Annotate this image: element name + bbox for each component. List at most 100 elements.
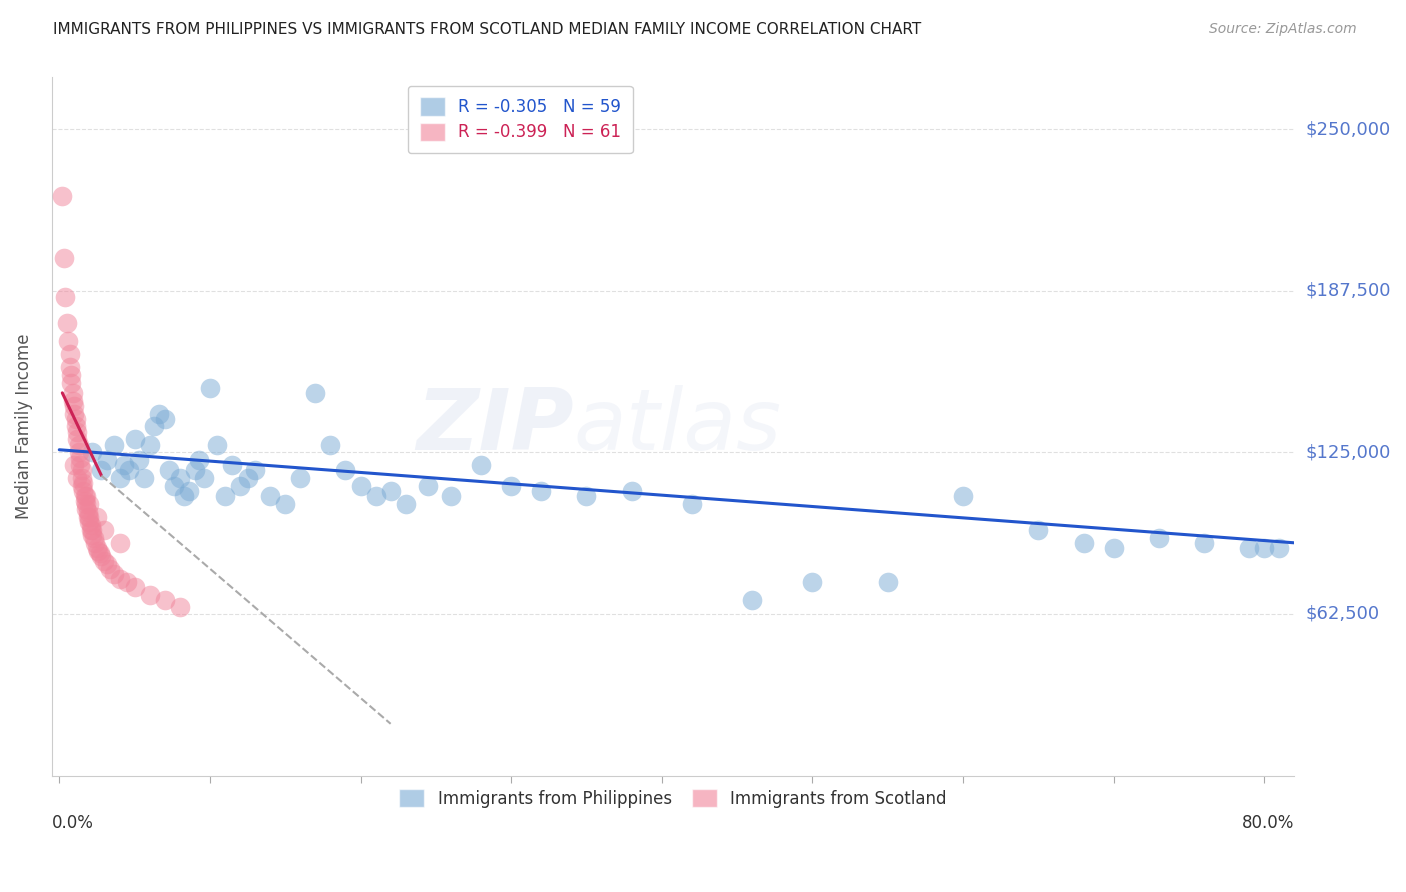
Point [117,463,139,477]
Point [259,489,281,503]
Point [69,458,91,473]
Point [84,536,107,550]
Point [1237,541,1260,555]
Point [62,385,84,400]
Point [79,515,101,529]
Point [128,453,150,467]
Point [395,497,418,511]
Point [157,463,180,477]
Point [103,566,125,581]
Point [138,588,160,602]
Point [75,489,97,503]
Point [214,489,236,503]
Point [77,505,100,519]
Point [177,484,200,499]
Text: 0.0%: 0.0% [52,814,94,832]
Point [103,437,125,451]
Point [80,517,103,532]
Point [681,497,703,511]
Point [198,381,221,395]
Point [304,385,326,400]
Point [1073,536,1095,550]
Point [75,502,97,516]
Point [82,523,104,537]
Point [132,471,155,485]
Point [290,471,312,485]
Point [82,445,104,459]
Text: IMMIGRANTS FROM PHILIPPINES VS IMMIGRANTS FROM SCOTLAND MEDIAN FAMILY INCOME COR: IMMIGRANTS FROM PHILIPPINES VS IMMIGRANT… [53,22,922,37]
Text: ZIP: ZIP [416,385,574,468]
Point [124,433,146,447]
Point [79,510,101,524]
Point [274,497,297,511]
Point [82,528,104,542]
Point [1192,536,1215,550]
Point [90,463,112,477]
Point [73,489,96,503]
Point [90,549,112,563]
Point [59,359,82,374]
Point [153,592,176,607]
Point [163,479,186,493]
Point [59,347,82,361]
Point [124,580,146,594]
Point [51,189,73,203]
Point [65,419,87,434]
Point [100,562,122,576]
Point [63,407,86,421]
Point [67,445,90,459]
Point [70,471,93,485]
Y-axis label: Median Family Income: Median Family Income [15,334,32,519]
Point [73,494,96,508]
Point [193,471,215,485]
Point [801,574,824,589]
Point [75,497,97,511]
Point [876,574,898,589]
Text: 80.0%: 80.0% [1241,814,1295,832]
Point [58,334,80,348]
Point [530,484,553,499]
Point [96,453,118,467]
Point [364,489,387,503]
Point [69,450,91,465]
Point [112,458,135,473]
Text: $250,000: $250,000 [1306,120,1391,138]
Point [108,536,131,550]
Legend: Immigrants from Philippines, Immigrants from Scotland: Immigrants from Philippines, Immigrants … [391,780,955,816]
Point [65,411,87,425]
Point [53,290,76,304]
Point [108,572,131,586]
Point [169,471,191,485]
Point [1102,541,1125,555]
Point [143,419,166,434]
Point [66,433,89,447]
Point [89,546,111,560]
Point [66,425,89,439]
Point [66,471,89,485]
Point [93,554,115,568]
Point [83,531,105,545]
Point [741,592,763,607]
Point [72,484,94,499]
Point [96,557,118,571]
Point [153,411,176,425]
Point [138,437,160,451]
Point [70,463,93,477]
Point [418,479,440,493]
Point [319,437,342,451]
Text: $125,000: $125,000 [1306,443,1391,461]
Point [67,437,90,451]
Text: $62,500: $62,500 [1306,605,1379,623]
Point [184,463,207,477]
Text: atlas: atlas [574,385,782,468]
Point [243,463,266,477]
Text: $187,500: $187,500 [1306,282,1391,300]
Point [349,479,371,493]
Text: Source: ZipAtlas.com: Source: ZipAtlas.com [1209,22,1357,37]
Point [169,600,191,615]
Point [229,479,252,493]
Point [115,574,138,589]
Point [52,252,75,266]
Point [79,497,101,511]
Point [335,463,357,477]
